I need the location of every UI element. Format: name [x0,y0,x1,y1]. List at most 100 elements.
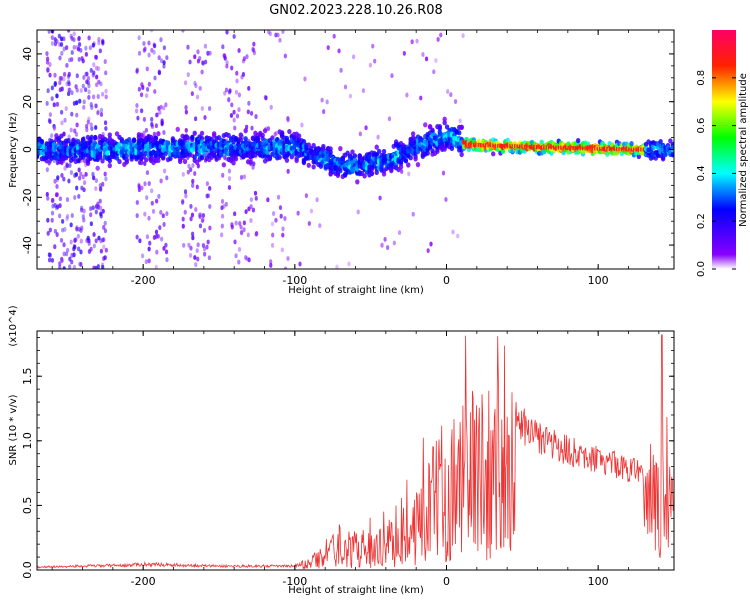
spectrogram-cell [155,112,159,118]
spectrogram-cell [69,127,73,133]
spectrogram-cell [208,225,212,231]
spectrogram-cell [58,55,62,61]
spectrogram-cell [93,134,98,140]
spectrogram-cell [54,192,59,198]
spectrogram-cell [153,75,157,81]
spectrogram-cell [247,257,251,263]
spectrogram-cell [135,200,139,205]
spectrogram-cell [62,71,67,77]
spectrogram-cell [307,221,311,226]
spectrogram-cell [142,41,146,46]
spectrogram-cell [104,70,108,76]
spectrogram-cell [104,126,108,131]
spectrogram-cell [135,213,139,219]
spectrogram-cell [241,72,246,77]
spectrogram-cell [60,50,64,56]
spectrogram-cell [50,217,54,223]
spectrogram-cell [55,93,59,99]
spectrogram-cell [186,44,190,50]
spectrogram-cell [206,239,210,245]
spectrogram-cell [63,227,67,232]
spectrogram-cell [67,87,71,93]
spectrogram-cell [162,130,166,135]
spectrogram-cell [144,259,148,265]
spectrogram-cell [374,144,379,150]
spectrogram-cell [62,46,66,52]
spectrogram-cell [69,170,73,175]
spectrogram-cell [124,153,129,159]
spectrogram-cell [237,259,241,265]
y-tick-label: 1.0 [21,432,34,450]
spectrogram-cell [165,211,169,217]
spectrogram-cell [60,36,64,42]
spectrogram-cell [276,194,281,200]
spectrogram-cell [224,201,228,207]
spectrogram-cell [362,173,367,179]
spectrogram-cell [269,262,273,268]
spectrogram-cell [161,213,165,219]
spectrogram-cell [140,185,144,191]
spectrogram-cell [70,213,74,218]
spectrogram-cell [97,36,101,42]
spectrogram-cell [158,110,162,115]
spectrogram-cell [437,129,443,135]
spectrogram-cell [183,80,188,86]
spectrogram-cell [99,186,103,191]
spectrogram-cell [208,50,212,56]
y-tick-label: -40 [21,236,34,254]
spectrogram-cell [381,148,387,155]
spectrogram-cell [69,33,73,39]
spectrogram-cell [270,135,275,141]
spectrogram-cell [164,242,168,248]
spectrogram-cell [162,222,166,227]
spectrogram-cell [45,167,49,173]
spectrogram-cell [60,258,64,263]
spectrogram-cell [46,88,50,94]
spectrogram-cell [389,168,394,174]
spectrogram-cell [376,148,382,154]
spectrogram-cell [376,134,380,140]
spectrogram-cell [247,100,251,106]
spectrogram-cell [62,76,66,82]
spectrogram-cell [410,131,416,137]
spectrogram-cell [196,49,200,55]
x-tick-label: 100 [588,575,609,588]
spectrogram-cell [198,223,203,229]
spectrogram-cell [94,125,98,130]
spectrogram-cell [286,168,290,174]
spectrogram-cell [208,204,212,209]
spectrogram-cell [326,45,330,51]
spectrogram-cell [207,255,211,261]
spectrogram-cell [103,220,107,226]
spectrogram-cell [240,230,244,236]
spectrogram-cell [269,259,273,265]
spectrogram-cell [131,137,137,143]
spectrogram-cell [137,50,142,56]
spectrogram-cell [175,126,180,132]
spectrogram-cell [139,92,144,98]
spectrogram-cell [368,62,373,68]
spectrogram-cell [237,48,241,53]
spectrogram-cell [140,108,144,114]
spectrogram-cell [271,232,275,238]
spectrogram-cell [613,147,617,152]
spectrogram-cell [70,50,74,55]
spectrogram-cell [67,81,71,87]
spectrogram-cell [150,200,154,206]
spectrogram-cell [296,133,302,139]
spectrogram-cell [239,230,244,235]
x-tick-label: 0 [443,274,450,287]
spectrogram-cell [87,94,91,100]
spectrogram-cell [91,171,95,177]
spectrogram-cell [203,43,208,49]
spectrogram-cell [267,156,273,162]
spectrogram-cell [252,161,256,167]
spectrogram-cell [75,185,79,191]
spectrogram-cell [82,180,87,186]
spectrogram-cell [77,246,81,252]
spectrogram-cell [303,76,307,82]
spectrogram-cell [50,257,55,263]
spectrogram-cell [82,104,86,110]
spectrogram-cell [155,249,159,255]
spectrogram-cell [48,62,52,67]
